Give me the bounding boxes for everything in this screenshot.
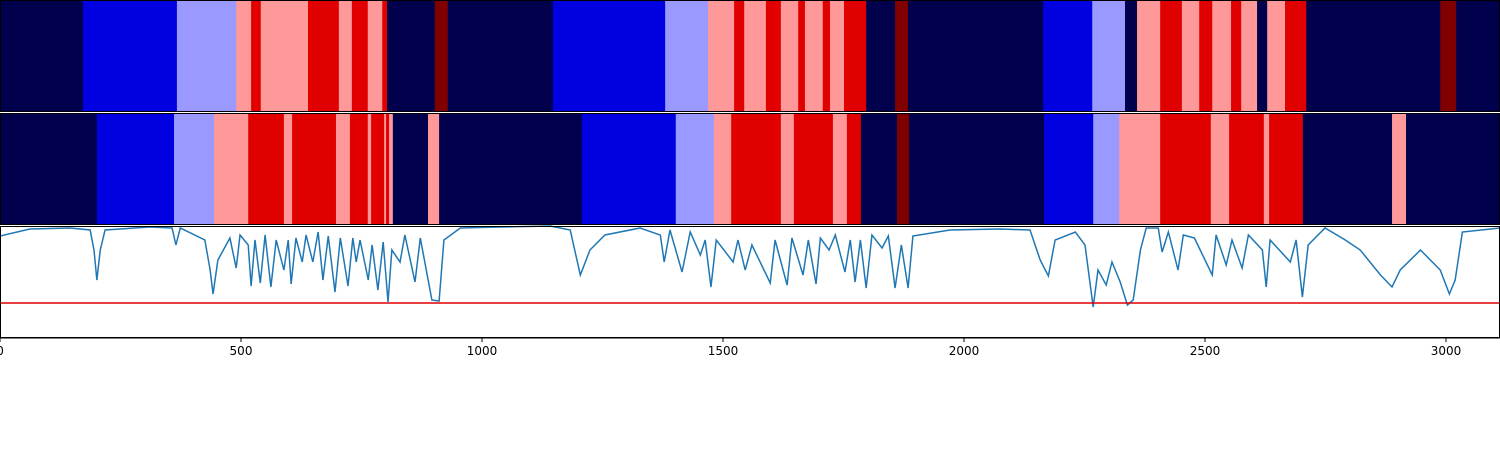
- segment: [793, 113, 834, 225]
- segment: [1160, 0, 1183, 112]
- segment: [176, 0, 237, 112]
- segment: [1263, 113, 1270, 225]
- segment: [1306, 0, 1441, 112]
- segment: [351, 0, 369, 112]
- segment: [338, 0, 353, 112]
- segment: [798, 0, 806, 112]
- segment: [780, 0, 799, 112]
- segment: [1044, 113, 1094, 225]
- segment: [1092, 0, 1126, 112]
- segment: [335, 113, 351, 225]
- segment: [866, 0, 896, 112]
- segment: [1043, 0, 1093, 112]
- segment: [0, 0, 84, 112]
- segment: [780, 113, 795, 225]
- segment: [1181, 0, 1200, 112]
- segment: [1257, 0, 1268, 112]
- segment: [371, 113, 385, 225]
- segment: [908, 0, 1044, 112]
- segment: [251, 0, 262, 112]
- x-tick-label: 3000: [1431, 344, 1462, 358]
- segment: [1302, 113, 1393, 225]
- segment: [96, 113, 175, 225]
- segment: [1231, 0, 1242, 112]
- x-tick-label: 500: [230, 344, 253, 358]
- segment: [1160, 113, 1212, 225]
- segment: [367, 0, 383, 112]
- x-tick-label: 0: [0, 344, 4, 358]
- segment: [447, 0, 554, 112]
- segment: [384, 113, 387, 225]
- segment: [0, 113, 98, 225]
- segment: [82, 0, 178, 112]
- segment: [386, 113, 390, 225]
- segment: [895, 0, 909, 112]
- segment: [292, 113, 337, 225]
- segment: [744, 0, 767, 112]
- segment: [1269, 113, 1304, 225]
- segment: [1241, 0, 1258, 112]
- segment: [388, 113, 394, 225]
- segment: [1267, 0, 1286, 112]
- segment: [708, 0, 735, 112]
- segment: [1456, 0, 1500, 112]
- segment: [830, 0, 845, 112]
- segment: [846, 113, 862, 225]
- segment: [1406, 113, 1500, 225]
- segment: [731, 113, 782, 225]
- segment: [1392, 113, 1407, 225]
- segment: [236, 0, 252, 112]
- segment: [860, 113, 898, 225]
- segment: [392, 113, 429, 225]
- panel-frame: [0, 226, 1500, 338]
- segment: [382, 0, 388, 112]
- segment: [1093, 113, 1120, 225]
- segment: [843, 0, 867, 112]
- segment: [439, 113, 583, 225]
- segment: [1119, 113, 1161, 225]
- segment: [248, 113, 285, 225]
- segment: [1440, 0, 1457, 112]
- segment: [675, 113, 715, 225]
- line-series: [0, 225, 1500, 308]
- segment: [1137, 0, 1161, 112]
- segment: [665, 0, 709, 112]
- segment: [260, 0, 309, 112]
- x-tick-label: 2000: [949, 344, 980, 358]
- segment: [174, 113, 215, 225]
- x-tick-label: 2500: [1190, 344, 1221, 358]
- segment: [552, 0, 666, 112]
- segment: [909, 113, 1045, 225]
- segment: [434, 0, 449, 112]
- segment: [214, 113, 249, 225]
- segment: [387, 0, 436, 112]
- segment: [349, 113, 369, 225]
- segment: [283, 113, 293, 225]
- x-tick-label: 1500: [708, 344, 739, 358]
- segment: [1212, 0, 1232, 112]
- segment: [1199, 0, 1213, 112]
- segment: [1210, 113, 1230, 225]
- segment: [308, 0, 340, 112]
- segment: [804, 0, 824, 112]
- segment: [367, 113, 372, 225]
- segment: [1229, 113, 1265, 225]
- x-tick-label: 1000: [467, 344, 498, 358]
- segment: [713, 113, 732, 225]
- segment: [1285, 0, 1307, 112]
- segment: [822, 0, 831, 112]
- segment: [734, 0, 745, 112]
- segment: [897, 113, 910, 225]
- segment: [428, 113, 440, 225]
- segment: [832, 113, 848, 225]
- segment: [765, 0, 782, 112]
- segment: [1125, 0, 1138, 112]
- segment: [581, 113, 677, 225]
